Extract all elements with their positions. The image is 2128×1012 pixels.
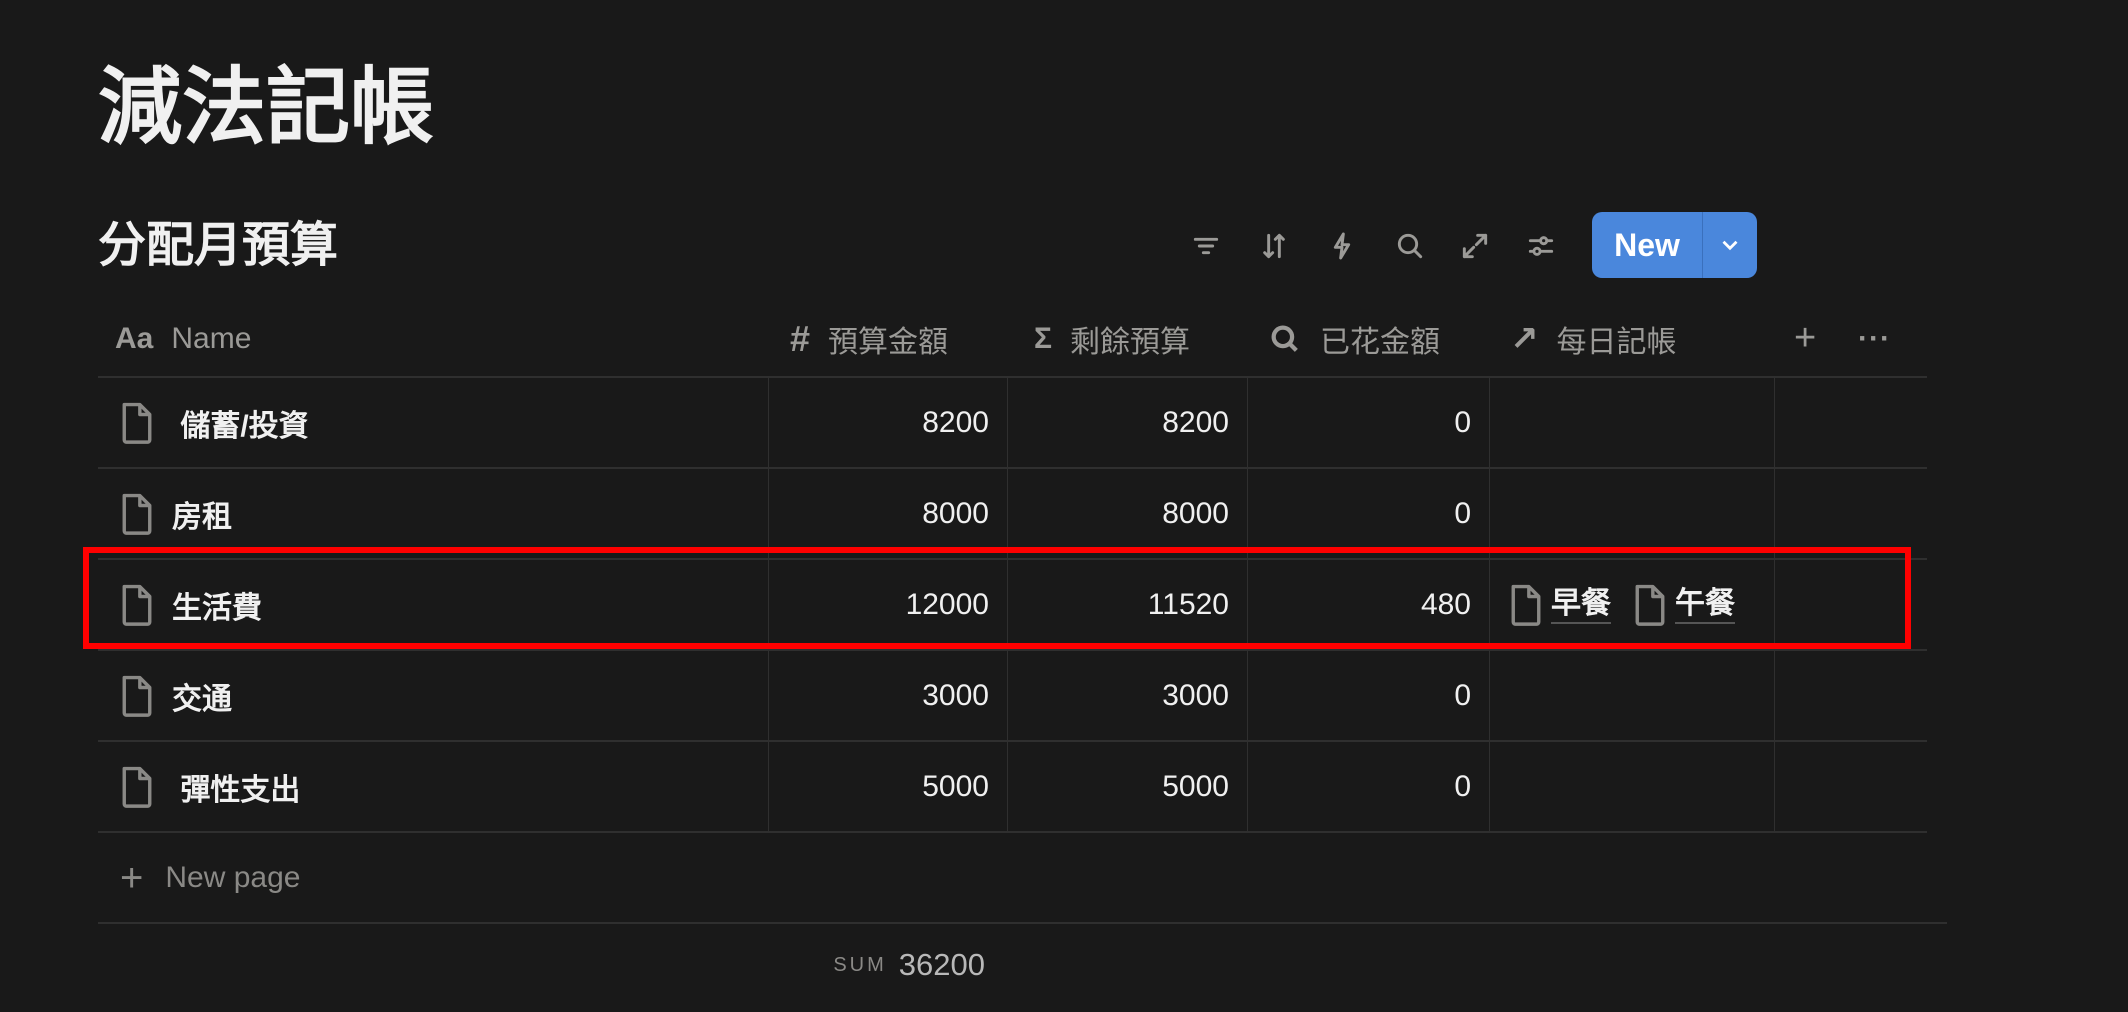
column-header-spent[interactable]: 已花金額 bbox=[1268, 300, 1440, 377]
page-icon bbox=[120, 401, 154, 445]
row-divider bbox=[98, 831, 1927, 833]
database-title[interactable]: 分配月預算 bbox=[98, 219, 339, 272]
daily-log-cell[interactable] bbox=[1489, 377, 1774, 468]
daily-log-cell[interactable] bbox=[1489, 650, 1774, 741]
budget-cell[interactable]: 8200 bbox=[922, 405, 989, 439]
daily-log-cell[interactable] bbox=[1489, 468, 1774, 559]
column-header-remaining[interactable]: Σ 剩餘預算 bbox=[1034, 300, 1190, 377]
chevron-down-icon bbox=[1722, 240, 1738, 251]
page-title: 減法記帳 bbox=[98, 60, 435, 154]
spent-cell[interactable]: 0 bbox=[1454, 769, 1471, 803]
number-property-icon: # bbox=[790, 317, 811, 359]
row-name[interactable]: 彈性支出 bbox=[172, 773, 301, 807]
row-divider bbox=[98, 558, 1927, 560]
search-icon[interactable] bbox=[1392, 228, 1428, 264]
column-label: Name bbox=[171, 321, 252, 355]
daily-log-cell[interactable] bbox=[1489, 741, 1774, 832]
page-icon bbox=[1509, 583, 1541, 627]
row-divider bbox=[98, 467, 1927, 469]
table-row[interactable]: 彈性支出 5000 5000 0 bbox=[98, 741, 1927, 833]
spent-cell[interactable]: 0 bbox=[1454, 405, 1471, 439]
new-page-label: New page bbox=[165, 861, 301, 894]
rollup-property-icon bbox=[1268, 322, 1302, 356]
name-cell[interactable]: 彈性支出 bbox=[98, 741, 768, 832]
sum-value: 36200 bbox=[898, 947, 985, 982]
column-divider bbox=[1247, 377, 1248, 832]
spent-cell[interactable]: 480 bbox=[1420, 587, 1471, 621]
formula-property-icon: Σ bbox=[1034, 321, 1053, 355]
page-icon bbox=[120, 492, 154, 536]
table-row[interactable]: 儲蓄/投資 8200 8200 0 bbox=[98, 377, 1927, 469]
name-cell[interactable]: 儲蓄/投資 bbox=[98, 377, 768, 468]
row-divider bbox=[98, 740, 1927, 742]
sum-calculation[interactable]: SUM 36200 bbox=[760, 940, 985, 990]
row-divider bbox=[98, 649, 1927, 651]
budget-cell[interactable]: 12000 bbox=[905, 587, 989, 621]
lightning-icon[interactable] bbox=[1324, 228, 1360, 264]
add-property-button[interactable]: + bbox=[1794, 317, 1817, 359]
page-icon bbox=[120, 674, 154, 718]
column-header-budget[interactable]: # 預算金額 bbox=[790, 300, 948, 377]
empty-cell[interactable] bbox=[1774, 650, 1927, 741]
budget-cell[interactable]: 8000 bbox=[922, 496, 989, 530]
column-divider bbox=[1489, 377, 1490, 832]
daily-log-cell[interactable]: 早餐 午餐 bbox=[1489, 559, 1774, 650]
remaining-cell[interactable]: 3000 bbox=[1162, 678, 1229, 712]
spent-cell[interactable]: 0 bbox=[1454, 496, 1471, 530]
relation-link[interactable]: 午餐 bbox=[1675, 586, 1735, 624]
plus-icon: + bbox=[120, 855, 144, 900]
empty-cell[interactable] bbox=[1774, 468, 1927, 559]
column-label: 預算金額 bbox=[828, 325, 949, 359]
more-options-button[interactable]: ··· bbox=[1858, 321, 1891, 355]
column-divider bbox=[1007, 377, 1008, 832]
table-row[interactable]: 房租 8000 8000 0 bbox=[98, 468, 1927, 560]
column-label: 已花金額 bbox=[1320, 325, 1440, 359]
column-header-daily-log[interactable]: ↗ 每日記帳 bbox=[1510, 300, 1677, 377]
table-row[interactable]: 生活費 12000 11520 480 早餐 午餐 bbox=[98, 559, 1927, 651]
column-label: 剩餘預算 bbox=[1070, 325, 1191, 359]
page-icon bbox=[120, 583, 154, 627]
sum-label: SUM bbox=[833, 953, 887, 976]
column-divider bbox=[768, 377, 769, 832]
spent-cell[interactable]: 0 bbox=[1454, 678, 1471, 712]
budget-cell[interactable]: 3000 bbox=[922, 678, 989, 712]
empty-cell[interactable] bbox=[1774, 377, 1927, 468]
name-cell[interactable]: 交通 bbox=[98, 650, 768, 741]
remaining-cell[interactable]: 11520 bbox=[1147, 587, 1229, 621]
page-icon bbox=[1633, 583, 1665, 627]
footer-divider bbox=[98, 922, 1947, 924]
table-row[interactable]: 交通 3000 3000 0 bbox=[98, 650, 1927, 742]
text-property-icon: Aa bbox=[115, 321, 154, 355]
row-name[interactable]: 交通 bbox=[172, 682, 232, 716]
sort-icon[interactable] bbox=[1256, 228, 1292, 264]
expand-icon[interactable] bbox=[1457, 228, 1493, 264]
header-divider bbox=[98, 376, 1927, 378]
row-name[interactable]: 儲蓄/投資 bbox=[172, 409, 309, 443]
relation-property-icon: ↗ bbox=[1510, 319, 1539, 358]
column-label: 每日記帳 bbox=[1556, 325, 1677, 359]
name-cell[interactable]: 房租 bbox=[98, 468, 768, 559]
new-page-button[interactable]: + New page bbox=[120, 848, 300, 908]
name-cell[interactable]: 生活費 bbox=[98, 559, 768, 650]
page-icon bbox=[120, 765, 154, 809]
settings-sliders-icon[interactable] bbox=[1523, 228, 1559, 264]
column-header-name[interactable]: Aa Name bbox=[115, 300, 251, 377]
relation-link[interactable]: 早餐 bbox=[1551, 586, 1611, 624]
new-button[interactable]: New bbox=[1592, 212, 1703, 278]
remaining-cell[interactable]: 8200 bbox=[1162, 405, 1229, 439]
row-name[interactable]: 生活費 bbox=[172, 591, 262, 625]
empty-cell[interactable] bbox=[1774, 741, 1927, 832]
row-name[interactable]: 房租 bbox=[172, 500, 232, 534]
new-button-group: New bbox=[1592, 212, 1757, 278]
remaining-cell[interactable]: 5000 bbox=[1162, 769, 1229, 803]
filter-icon[interactable] bbox=[1188, 228, 1224, 264]
remaining-cell[interactable]: 8000 bbox=[1162, 496, 1229, 530]
column-divider bbox=[1774, 377, 1775, 832]
highlight-box bbox=[83, 547, 1911, 649]
new-dropdown-button[interactable] bbox=[1703, 212, 1757, 278]
budget-cell[interactable]: 5000 bbox=[922, 769, 989, 803]
